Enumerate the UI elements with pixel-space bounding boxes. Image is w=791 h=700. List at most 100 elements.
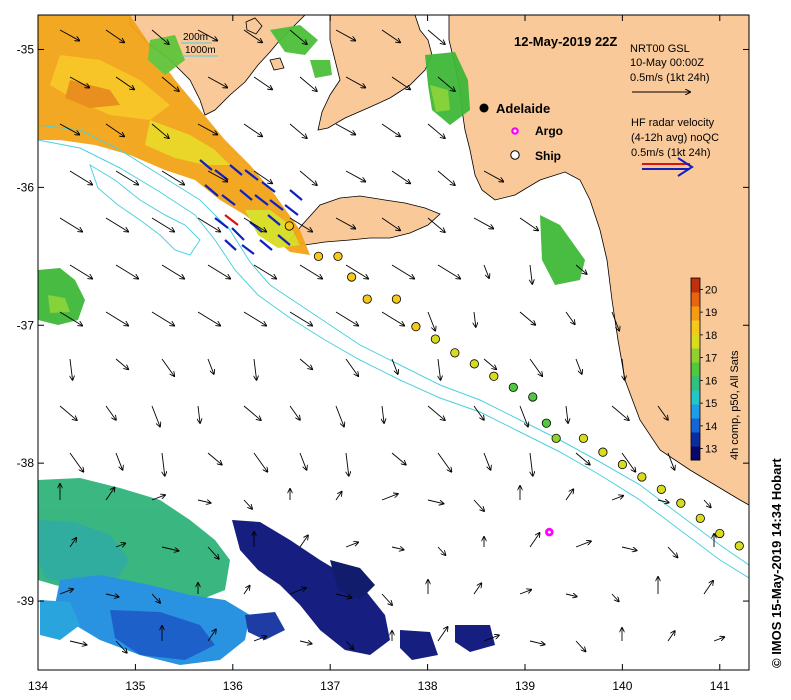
model-current-arrow [335,593,352,598]
model-current-arrow [519,590,531,595]
model-current-arrow [289,29,307,44]
ship-observation-marker [391,294,402,304]
colorbar-tick-label: 15 [705,398,717,410]
model-current-arrow [345,264,368,279]
model-current-arrow [289,405,300,420]
ship-observation-marker [715,528,725,539]
model-current-arrow [391,264,414,279]
model-current-arrow [299,641,312,644]
model-legend-line1: NRT00 GSL [630,43,690,55]
model-current-arrow [151,495,165,501]
model-current-arrow [151,123,169,138]
model-current-arrow [289,217,312,232]
model-current-arrow [382,405,384,423]
ship-observation-marker [508,382,518,392]
model-current-arrow [299,76,317,91]
y-axis: -35 -36 -37 -38 -39 [17,42,749,608]
ship-observation-marker [695,513,705,523]
model-current-arrow [473,583,481,595]
colorbar-tick-label: 14 [705,421,717,433]
y-tick-label: -39 [17,594,35,608]
x-tick-label: 140 [612,679,632,693]
colorbar-swatch [691,390,700,405]
ship-observation-marker [430,334,440,344]
model-current-arrow [565,311,575,324]
model-current-arrow [703,581,713,595]
ship-label: Ship [535,149,561,163]
radar-legend: HF radar velocity (4-12h avg) noQC 0.5m/… [631,117,719,177]
model-current-arrow [437,452,451,472]
model-current-arrow [207,170,227,182]
model-current-arrow [427,217,445,232]
model-current-arrow [151,593,160,603]
colorbar-swatch [691,432,700,447]
model-current-arrow [345,170,365,182]
model-current-arrow [115,264,138,279]
model-current-arrow [105,594,119,597]
colorbar-swatch [691,404,700,419]
model-current-arrow [243,499,252,509]
ship-observation-marker [551,433,561,443]
model-current-arrow [345,76,365,88]
hf-radar-red-vector [224,214,239,226]
model-legend-line2: 10-May 00:00Z [630,57,704,69]
model-current-arrow [530,452,533,476]
model-current-arrow [243,217,266,232]
isobaths [38,124,749,579]
model-current-arrow [391,76,410,89]
model-current-arrow [115,170,138,185]
model-current-arrow [197,311,220,326]
model-current-arrow [162,452,165,476]
model-current-arrow [207,629,216,642]
ship-observation-marker [598,447,608,457]
model-current-arrow [115,640,127,653]
model-current-arrow [207,546,219,559]
model-current-arrow [115,358,128,369]
model-current-arrow [529,640,545,644]
model-current-arrow [621,452,635,472]
model-current-arrow [59,589,73,595]
model-current-arrow [59,405,77,420]
model-current-arrow [105,29,124,42]
model-current-arrow [161,264,184,279]
model-current-arrow [519,405,528,427]
plot-frame [37,14,750,671]
model-current-arrow [437,170,455,185]
model-current-arrow [243,405,261,420]
x-tick-label: 136 [223,679,243,693]
model-current-arrow [253,264,276,279]
model-current-arrow [483,358,496,369]
model-current-arrow [243,29,262,42]
model-current-arrow [243,311,266,326]
model-current-arrow [437,76,455,91]
colorbar-swatch [691,446,700,461]
model-current-arrow [381,123,400,136]
x-tick-label: 134 [28,679,48,693]
model-current-arrow [243,586,250,595]
hf-radar-vectors [199,159,303,255]
model-current-arrow [621,546,637,550]
model-current-arrow [105,488,114,501]
model-current-arrow [667,631,675,642]
model-current-arrow [427,311,435,331]
ship-observation-marker [489,371,499,381]
radar-legend-arrowhead [677,157,694,177]
ship-legend-marker [510,150,520,160]
ship-observation-marker [656,484,666,494]
y-tick-label: -38 [17,456,35,470]
marker-legend: Adelaide Argo Ship [479,101,563,163]
model-current-arrow [530,264,532,284]
model-current-arrow [427,123,445,138]
colorbar-tick-label: 18 [705,330,717,342]
model-current-arrow [253,170,272,183]
ship-observation-marker [284,221,294,231]
model-current-arrow [565,594,577,597]
model-current-arrow [69,264,92,279]
model-current-arrow [253,452,267,472]
model-current-arrow [335,29,355,41]
model-current-arrow [335,217,355,229]
ship-observation-marker [469,359,479,369]
x-tick-label: 139 [515,679,535,693]
model-current-arrow [622,358,625,380]
model-current-arrow [289,311,312,326]
